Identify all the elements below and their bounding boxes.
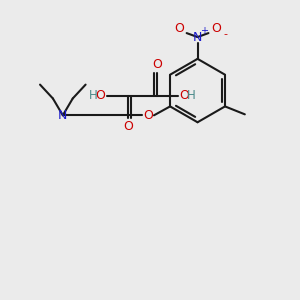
Text: O: O: [212, 22, 221, 34]
Text: O: O: [143, 109, 153, 122]
Text: N: N: [58, 109, 68, 122]
Text: O: O: [95, 89, 105, 102]
Text: O: O: [174, 22, 184, 34]
Text: H: H: [187, 89, 196, 102]
Text: +: +: [200, 26, 208, 36]
Text: O: O: [180, 89, 190, 102]
Text: H: H: [89, 89, 98, 102]
Text: -: -: [223, 29, 227, 39]
Text: N: N: [193, 31, 202, 44]
Text: O: O: [152, 58, 162, 71]
Text: O: O: [123, 120, 133, 133]
